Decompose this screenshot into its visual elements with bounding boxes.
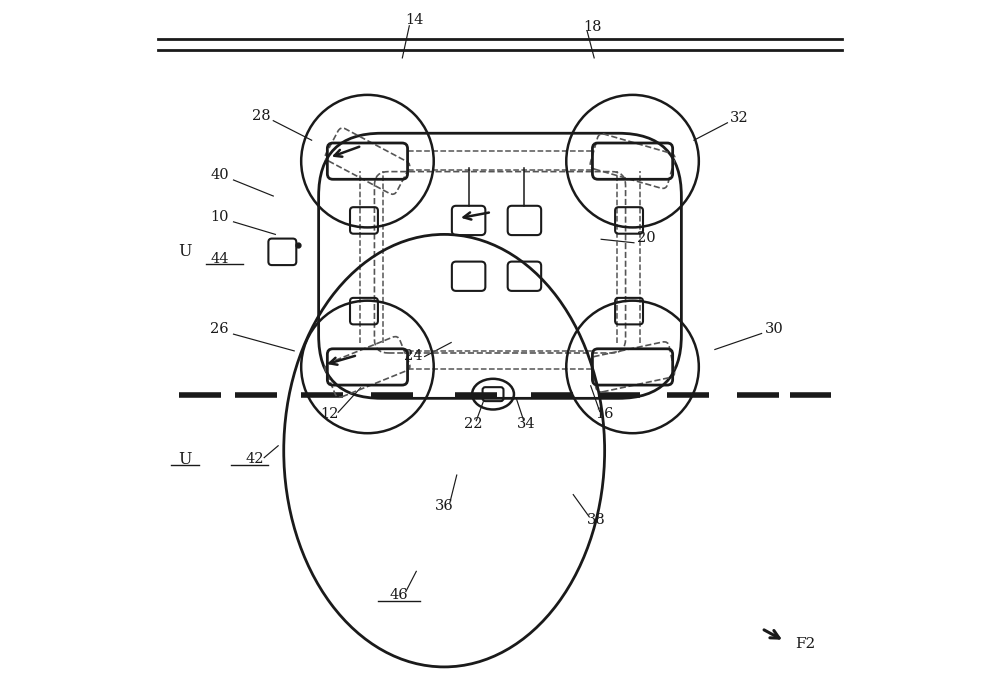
Text: 26: 26	[210, 322, 229, 336]
Text: U: U	[178, 451, 191, 468]
Text: 10: 10	[210, 210, 229, 224]
Text: 18: 18	[583, 20, 601, 34]
Text: 12: 12	[320, 407, 338, 421]
Text: 24: 24	[404, 350, 422, 363]
Text: 34: 34	[517, 417, 536, 431]
Text: 20: 20	[637, 231, 656, 245]
Text: 38: 38	[587, 513, 606, 528]
Text: 14: 14	[406, 13, 424, 27]
Text: 28: 28	[252, 109, 271, 123]
Text: 44: 44	[210, 252, 229, 266]
Text: 42: 42	[245, 452, 264, 466]
Text: U: U	[178, 243, 191, 260]
Text: F2: F2	[795, 637, 816, 651]
Text: 40: 40	[210, 168, 229, 182]
Text: 46: 46	[390, 588, 408, 602]
Text: 16: 16	[595, 407, 614, 421]
Text: 32: 32	[730, 111, 749, 125]
Text: 22: 22	[464, 417, 483, 431]
Text: 36: 36	[435, 500, 454, 514]
Text: 30: 30	[765, 322, 784, 336]
